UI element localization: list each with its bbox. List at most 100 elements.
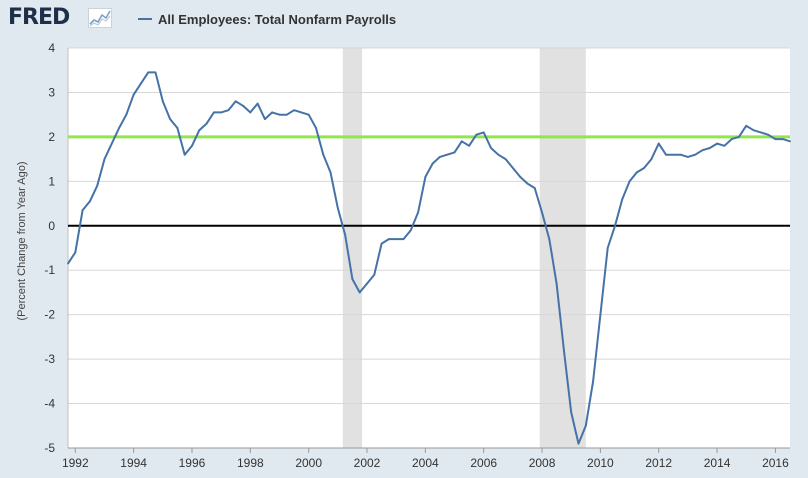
x-tick-label: 1994 (120, 456, 147, 470)
data-point (708, 147, 711, 149)
data-point (650, 158, 653, 161)
x-tick-label: 1992 (62, 456, 89, 470)
data-point (723, 144, 726, 147)
data-point (351, 278, 354, 281)
data-point (592, 380, 594, 383)
data-point (300, 111, 303, 114)
x-tick-label: 2002 (354, 456, 381, 470)
data-point (176, 127, 179, 129)
legend-label: All Employees: Total Nonfarm Payrolls (158, 11, 397, 27)
data-point (584, 424, 587, 427)
data-point (103, 158, 106, 161)
data-point (147, 71, 150, 74)
data-point (220, 111, 223, 114)
y-tick-label: 0 (48, 219, 55, 233)
fred-logo[interactable]: FRED (8, 5, 70, 30)
data-point (110, 142, 113, 145)
data-point (161, 100, 164, 103)
data-point (716, 142, 718, 145)
data-point (198, 129, 201, 132)
data-point (132, 93, 135, 96)
data-point (446, 153, 449, 156)
x-tick-label: 2006 (470, 456, 497, 470)
data-point (191, 144, 193, 147)
data-point (628, 180, 631, 183)
data-point (504, 158, 507, 161)
data-point (781, 138, 784, 141)
y-tick-label: -2 (44, 308, 55, 322)
data-point (767, 133, 770, 136)
data-point (694, 153, 697, 156)
data-point (759, 131, 762, 134)
data-point (453, 151, 456, 154)
data-point (533, 187, 536, 189)
data-point (577, 442, 580, 445)
data-point (745, 124, 748, 127)
data-point (439, 155, 441, 158)
data-point (606, 247, 609, 249)
data-point (154, 71, 157, 74)
x-tick-label: 2012 (645, 456, 672, 470)
data-point (358, 291, 361, 294)
data-point (336, 207, 339, 209)
data-point (395, 238, 398, 241)
data-point (475, 133, 478, 136)
data-point (738, 135, 740, 138)
recession-band (342, 48, 363, 448)
data-point (234, 100, 237, 103)
data-point (490, 147, 492, 149)
chart-header: FRED All Employees: Total Nonfarm Payrol… (0, 0, 808, 40)
chart-legend[interactable]: All Employees: Total Nonfarm Payrolls (138, 9, 396, 29)
data-point (409, 229, 412, 232)
data-point (774, 138, 777, 141)
data-point (322, 153, 325, 156)
x-tick-label: 2004 (412, 456, 439, 470)
data-point (307, 113, 310, 116)
data-point (563, 349, 565, 352)
data-point (183, 153, 186, 156)
data-point (657, 142, 660, 145)
data-point (212, 111, 215, 114)
data-point (96, 184, 99, 187)
series-line[interactable] (67, 71, 791, 445)
data-point (686, 155, 689, 158)
data-point (402, 238, 405, 241)
data-point (526, 182, 529, 185)
data-point (169, 118, 172, 121)
data-point (88, 200, 91, 203)
data-point (482, 131, 485, 134)
data-point (424, 175, 427, 178)
data-point (387, 238, 390, 241)
y-tick-label: 2 (48, 130, 55, 144)
x-tick-label: 1996 (179, 456, 206, 470)
data-point (118, 127, 120, 129)
data-point (752, 129, 755, 132)
data-point (460, 140, 463, 143)
data-point (643, 167, 646, 169)
data-point (679, 153, 682, 156)
x-tick-label: 2016 (762, 456, 789, 470)
y-tick-label: 1 (48, 174, 55, 188)
data-point (67, 262, 69, 265)
data-point (511, 167, 514, 169)
y-tick-label: -3 (44, 352, 55, 366)
x-tick-label: 2008 (529, 456, 556, 470)
data-point (344, 233, 347, 236)
x-tick-label: 2000 (295, 456, 322, 470)
data-point (315, 127, 317, 129)
data-point (373, 273, 376, 276)
data-point (548, 238, 551, 241)
data-point (74, 251, 77, 254)
x-tick-label: 2014 (704, 456, 731, 470)
data-point (227, 109, 230, 112)
data-point (541, 211, 543, 214)
data-point (635, 171, 638, 174)
data-point (293, 109, 295, 112)
data-point (519, 175, 522, 178)
data-point (264, 118, 266, 121)
y-tick-label: 4 (48, 41, 55, 55)
data-point (242, 104, 244, 107)
data-point (285, 113, 288, 116)
data-point (570, 411, 573, 414)
